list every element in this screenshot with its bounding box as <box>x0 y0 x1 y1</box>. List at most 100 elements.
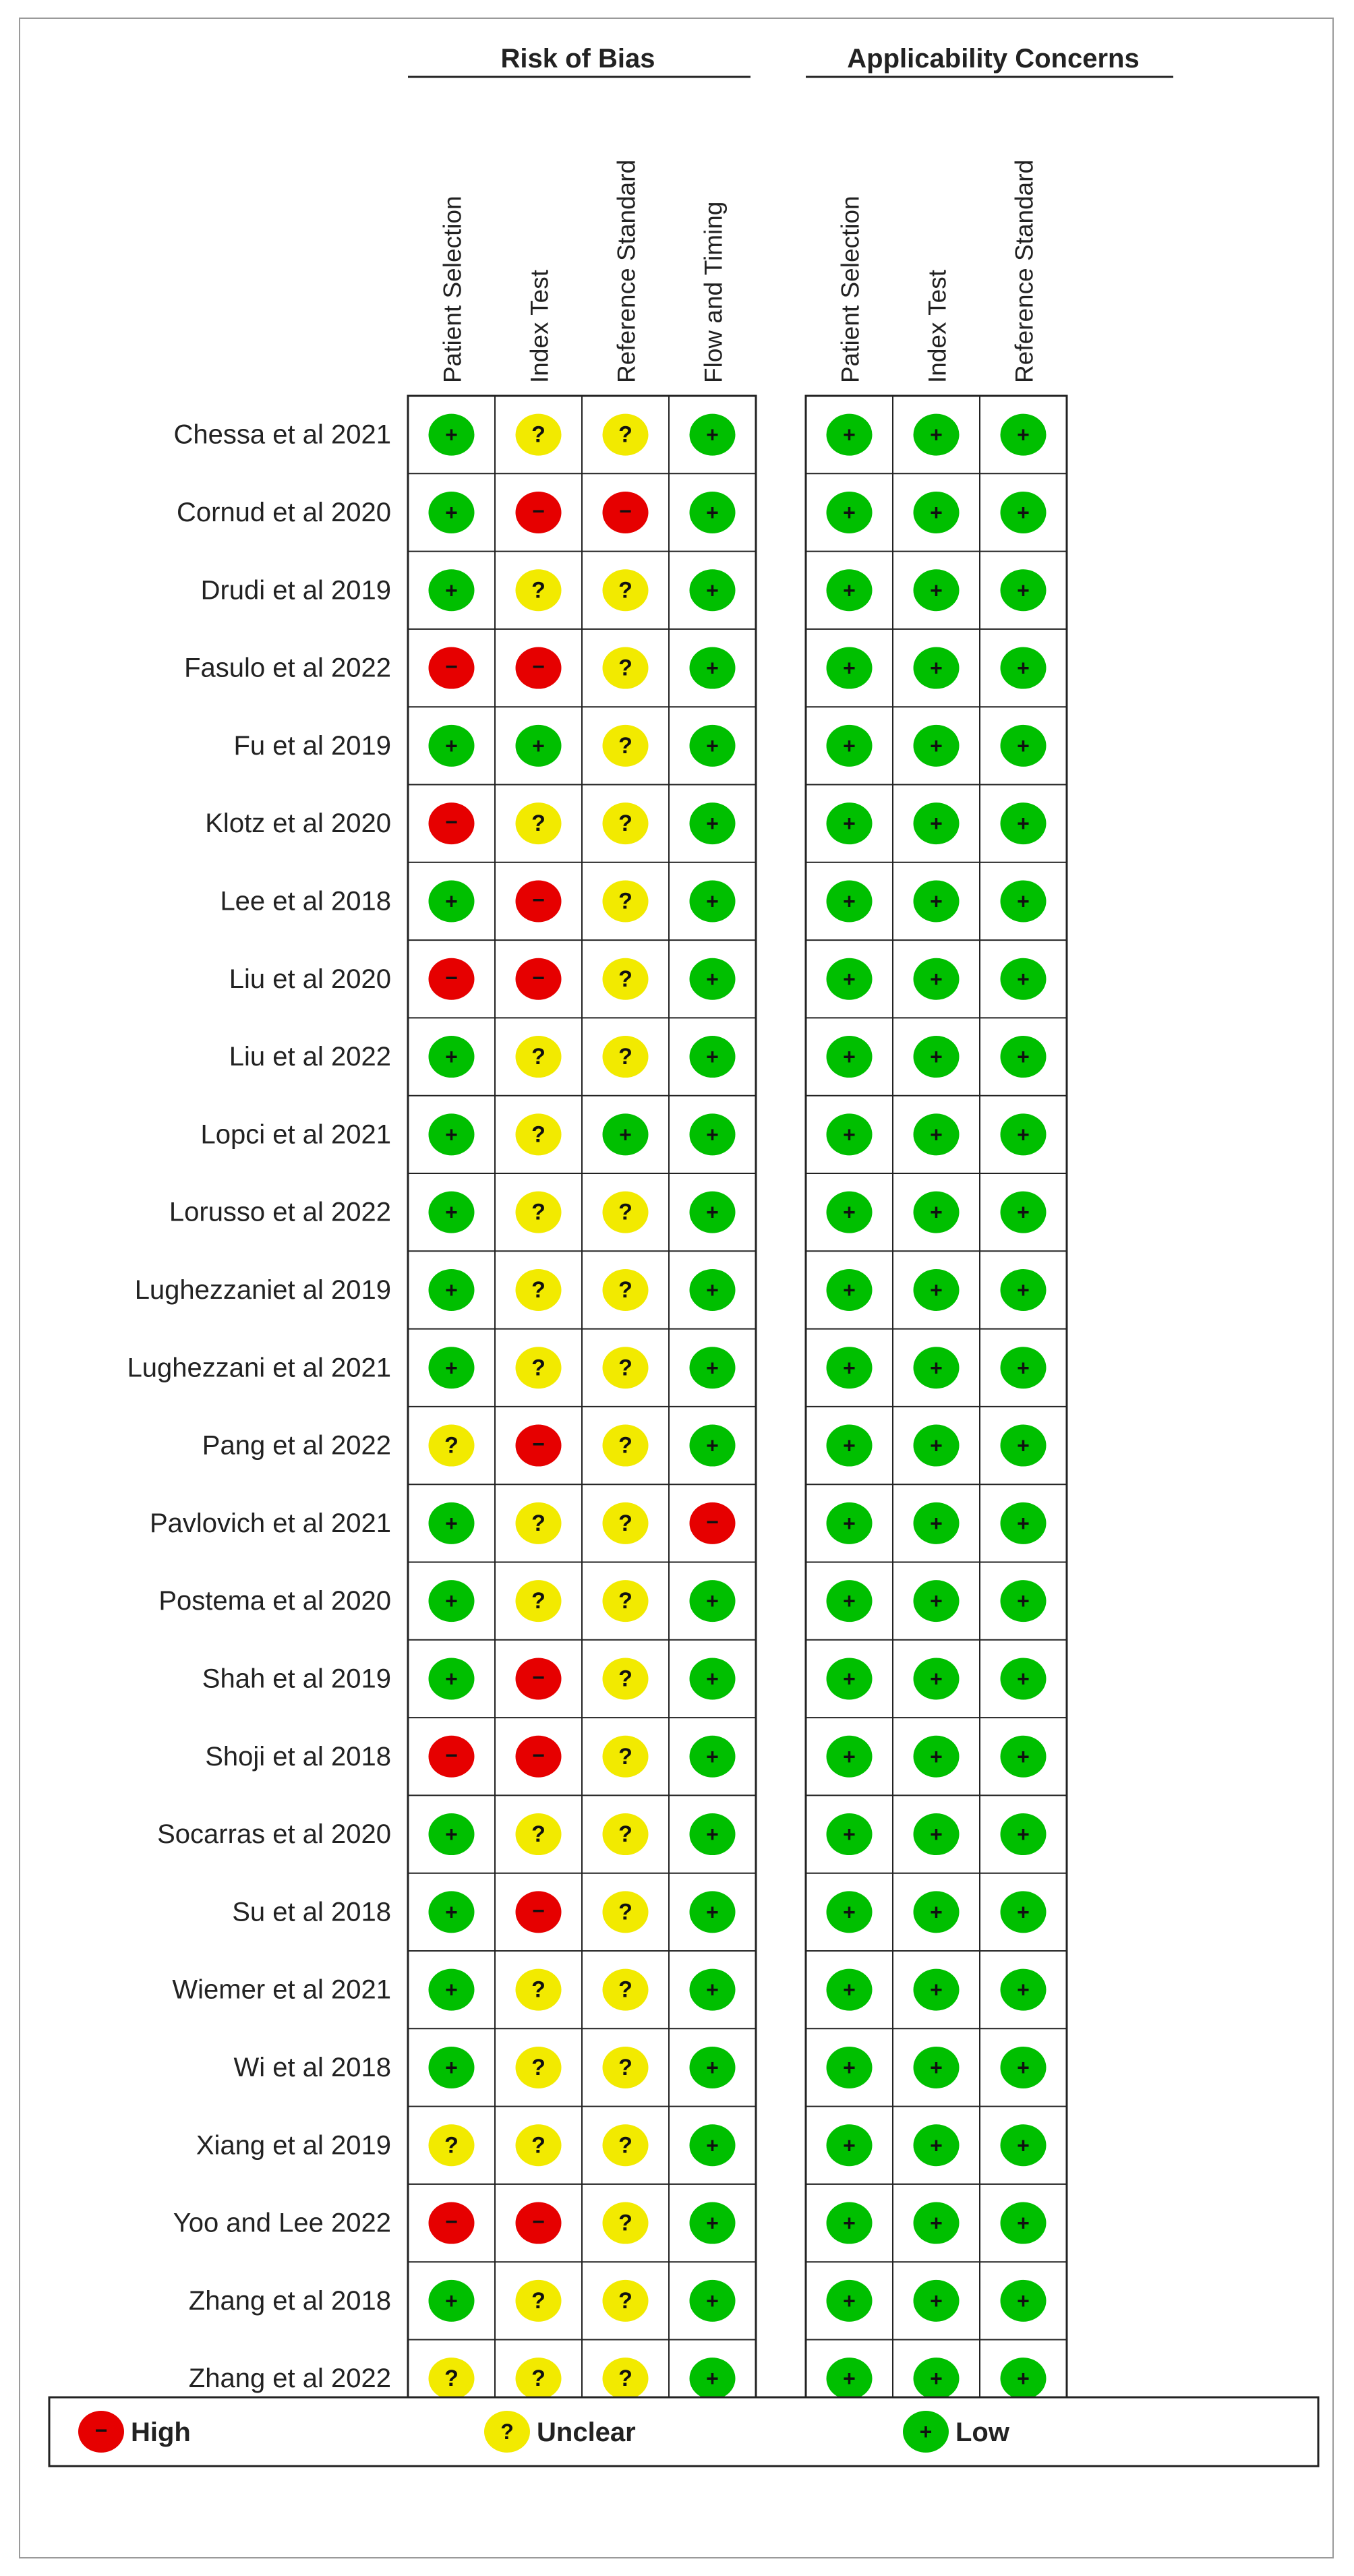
marker-symbol: + <box>843 1434 856 1458</box>
marker-symbol: + <box>706 500 719 525</box>
marker-risk-patient-selection-low: + <box>428 1347 475 1389</box>
marker-risk-reference-standard-unclear: ? <box>602 802 649 845</box>
marker-symbol: + <box>1017 2366 1030 2391</box>
marker-circle <box>913 491 960 533</box>
marker-applicability-patient-selection-low: + <box>826 802 873 845</box>
marker-symbol: ? <box>618 655 632 681</box>
marker-symbol: + <box>1017 734 1030 758</box>
marker-applicability-patient-selection-low: + <box>826 1191 873 1233</box>
marker-circle <box>602 2279 649 2322</box>
marker-risk-index-test-high: − <box>515 1735 562 1778</box>
marker-symbol: + <box>706 1822 719 1846</box>
marker-symbol: + <box>930 1900 943 1924</box>
marker-risk-patient-selection-low: + <box>428 1191 475 1233</box>
marker-circle <box>689 2279 736 2322</box>
marker-circle <box>913 1735 960 1778</box>
marker-circle <box>913 1658 960 1700</box>
marker-symbol: + <box>706 656 719 680</box>
marker-symbol: + <box>706 967 719 991</box>
marker-circle <box>428 1968 475 2011</box>
marker-circle <box>1000 1813 1047 1856</box>
marker-circle <box>689 958 736 1000</box>
marker-circle <box>826 647 873 689</box>
marker-circle <box>602 647 649 689</box>
marker-circle <box>1000 1347 1047 1389</box>
marker-circle <box>602 2046 649 2088</box>
marker-circle <box>515 1268 562 1311</box>
marker-symbol: + <box>706 1978 719 2002</box>
marker-risk-index-test-unclear: ? <box>515 1580 562 1622</box>
marker-symbol: + <box>706 1900 719 1924</box>
study-label: Zhang et al 2022 <box>189 2364 391 2393</box>
marker-applicability-index-test-low: + <box>913 2046 960 2088</box>
marker-symbol: + <box>445 1278 458 1302</box>
marker-symbol: + <box>706 2133 719 2157</box>
marker-symbol: + <box>930 1045 943 1069</box>
marker-circle <box>913 647 960 689</box>
marker-risk-index-test-unclear: ? <box>515 1268 562 1311</box>
marker-risk-index-test-unclear: ? <box>515 2046 562 2088</box>
marker-risk-index-test-unclear: ? <box>515 413 562 456</box>
marker-risk-flow-and-timing-low: + <box>689 1968 736 2011</box>
marker-symbol: + <box>445 1355 458 1380</box>
marker-symbol: + <box>843 1200 856 1225</box>
marker-applicability-patient-selection-low: + <box>826 724 873 767</box>
marker-circle <box>428 958 475 1000</box>
marker-risk-reference-standard-unclear: ? <box>602 1891 649 1933</box>
marker-risk-index-test-unclear: ? <box>515 1968 562 2011</box>
marker-circle <box>515 1502 562 1544</box>
marker-risk-patient-selection-high: − <box>428 802 475 845</box>
marker-symbol: + <box>1017 2055 1030 2080</box>
marker-symbol: + <box>930 1745 943 1769</box>
study-label: Chessa et al 2021 <box>174 420 391 450</box>
marker-applicability-index-test-low: + <box>913 1268 960 1311</box>
marker-symbol: + <box>930 967 943 991</box>
marker-circle <box>602 1891 649 1933</box>
marker-applicability-reference-standard-low: + <box>1000 1191 1047 1233</box>
marker-symbol: ? <box>531 2288 546 2314</box>
study-label: Fu et al 2019 <box>234 731 392 761</box>
marker-symbol: − <box>532 887 545 912</box>
marker-symbol: − <box>532 655 545 679</box>
marker-circle <box>913 2046 960 2088</box>
marker-circle <box>428 1036 475 1078</box>
marker-risk-patient-selection-high: − <box>428 958 475 1000</box>
marker-symbol: ? <box>531 1355 546 1380</box>
marker-risk-flow-and-timing-low: + <box>689 802 736 845</box>
marker-symbol: + <box>930 811 943 836</box>
marker-circle <box>515 1968 562 2011</box>
marker-circle <box>428 1424 475 1467</box>
marker-applicability-index-test-low: + <box>913 569 960 612</box>
marker-circle <box>1000 2358 1047 2400</box>
marker-circle <box>602 1191 649 1233</box>
marker-applicability-patient-selection-low: + <box>826 2124 873 2167</box>
marker-risk-flow-and-timing-low: + <box>689 2279 736 2322</box>
marker-symbol: + <box>843 2133 856 2157</box>
marker-symbol: + <box>843 1589 856 1613</box>
marker-circle <box>826 1735 873 1778</box>
marker-symbol: + <box>706 1278 719 1302</box>
marker-applicability-patient-selection-low: + <box>826 1036 873 1078</box>
marker-circle <box>826 2202 873 2244</box>
marker-risk-reference-standard-unclear: ? <box>602 2124 649 2167</box>
marker-risk-flow-and-timing-low: + <box>689 2202 736 2244</box>
marker-circle <box>515 2202 562 2244</box>
marker-circle <box>1000 880 1047 923</box>
marker-circle <box>689 1580 736 1622</box>
marker-risk-reference-standard-unclear: ? <box>602 647 649 689</box>
marker-symbol: − <box>445 2210 458 2234</box>
marker-symbol: ? <box>618 1355 632 1380</box>
marker-applicability-patient-selection-low: + <box>826 1580 873 1622</box>
marker-circle <box>913 1813 960 1856</box>
marker-applicability-index-test-low: + <box>913 1113 960 1156</box>
marker-symbol: + <box>843 1278 856 1302</box>
marker-symbol: + <box>445 2289 458 2313</box>
marker-circle <box>428 802 475 845</box>
marker-risk-reference-standard-unclear: ? <box>602 1347 649 1389</box>
marker-circle <box>1000 1036 1047 1078</box>
marker-circle <box>689 1658 736 1700</box>
marker-risk-patient-selection-low: + <box>428 413 475 456</box>
marker-circle <box>913 569 960 612</box>
marker-symbol: ? <box>618 1511 632 1536</box>
marker-applicability-patient-selection-low: + <box>826 2279 873 2322</box>
